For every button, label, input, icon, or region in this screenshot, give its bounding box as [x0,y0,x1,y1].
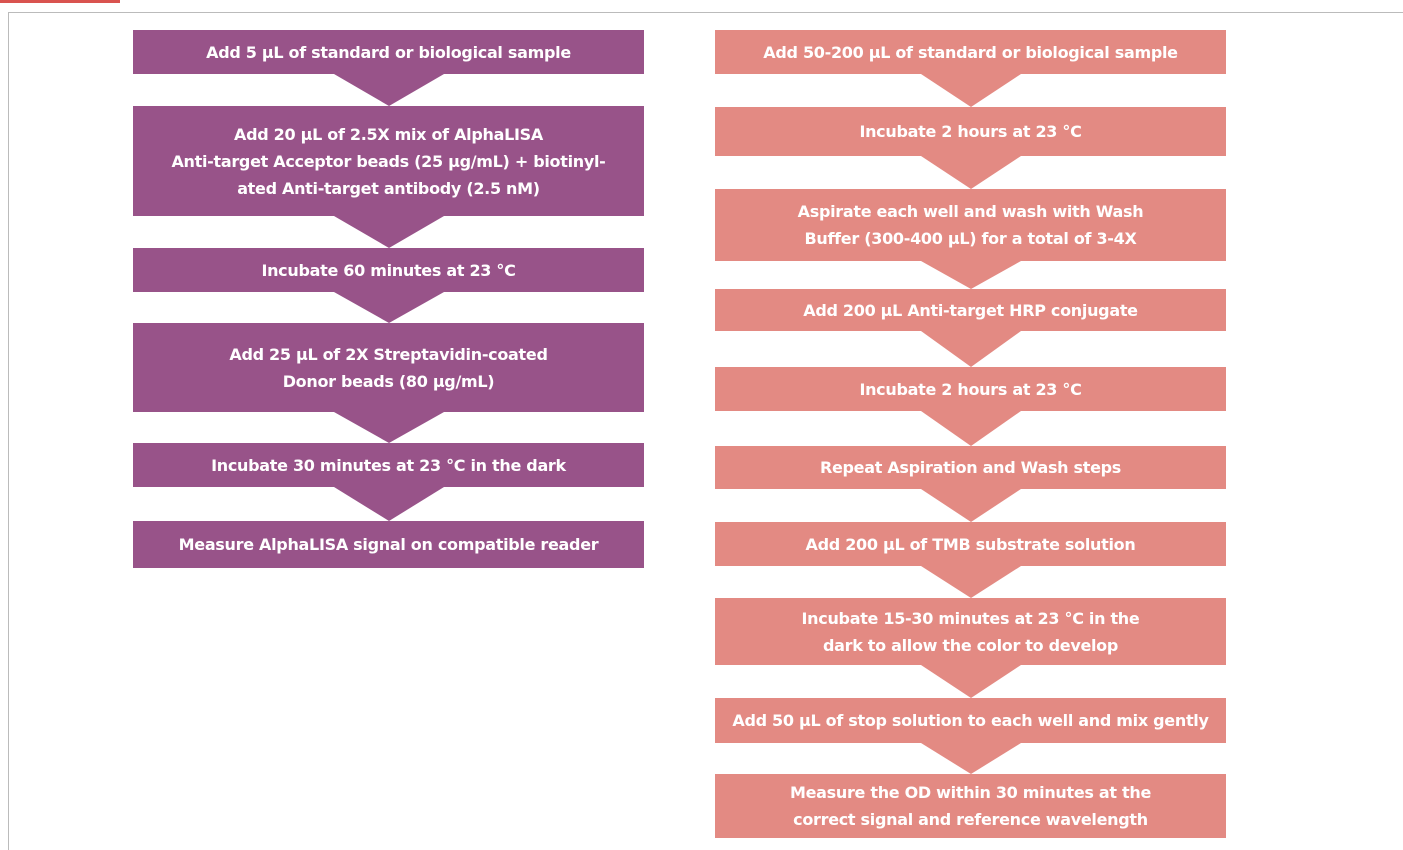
step-box: Add 20 µL of 2.5X mix of AlphaLISA Anti-t… [133,106,644,216]
step-text: Add 5 µL of standard or biological sampl… [206,42,571,62]
step-text: Incubate 2 hours at 23 °C [859,122,1082,141]
arrow [920,331,1021,367]
step-box: Add 25 µL of 2X Streptavidin-coated Donor… [133,323,644,412]
step-text: Incubate 15-30 minutes at 23 °C in the [801,608,1140,628]
step-text: Anti-target Acceptor beads (25 µg/mL) + … [171,151,606,171]
arrow-head [333,412,444,443]
arrow [920,156,1021,189]
arrow [920,743,1021,774]
step-box: Add 50-200 µL of standard or biological … [715,30,1226,74]
step-box: Incubate 2 hours at 23 °C [715,367,1226,411]
arrow-head [333,292,444,323]
step-box: Repeat Aspiration and Wash steps [715,446,1226,489]
step-text: ated Anti-target antibody (2.5 nM) [237,178,540,198]
step-box: Add 5 µL of standard or biological sampl… [133,30,644,74]
step-text: Add 200 µL Anti-target HRP conjugate [803,300,1138,320]
arrow [920,489,1021,522]
arrow [920,74,1021,107]
arrow-head [920,566,1021,598]
left-rule [8,12,9,850]
arrow [333,74,444,106]
arrow-head [333,487,444,521]
step-box: Measure AlphaLISA signal on compatible r… [133,521,644,568]
step-text: Donor beads (80 µg/mL) [282,371,495,391]
arrow [920,566,1021,598]
step-text: Aspirate each well and wash with Wash [797,202,1144,221]
arrow [333,487,444,521]
step-text: Add 50 µL of stop solution to each well … [732,711,1209,730]
step-text: correct signal and reference wavelength [793,810,1148,829]
step-box: Incubate 30 minutes at 23 °C in the dark [133,443,644,487]
arrow-head [920,156,1021,189]
arrow [920,665,1021,698]
step-text: Measure the OD within 30 minutes at the [789,783,1152,802]
arrow-head [333,74,444,106]
step-box: Incubate 60 minutes at 23 °C [133,248,644,292]
header-accent [0,0,120,3]
arrow-head [333,216,444,248]
arrow [333,292,444,323]
arrow-head [920,489,1021,522]
arrow-head [920,74,1021,107]
step-box: Add 200 µL of TMB substrate solution [715,522,1226,566]
step-text: Buffer (300-400 µL) for a total of 3-4X [804,229,1137,248]
arrow-head [920,331,1021,367]
step-text: Add 50-200 µL of standard or biological … [763,42,1178,62]
step-box: Aspirate each well and wash with Wash Buf… [715,189,1226,261]
arrow-head [920,261,1021,289]
step-box: Add 50 µL of stop solution to each well … [715,698,1226,743]
arrow [920,261,1021,289]
step-box: Measure the OD within 30 minutes at the c… [715,774,1226,838]
arrow-head [920,411,1021,446]
step-text: Incubate 2 hours at 23 °C [859,379,1082,399]
step-text: Add 200 µL of TMB substrate solution [805,534,1136,554]
step-text: Add 25 µL of 2X Streptavidin-coated [229,344,548,364]
arrow [920,411,1021,446]
step-text: Add 20 µL of 2.5X mix of AlphaLISA [234,124,543,144]
step-text: Incubate 30 minutes at 23 °C in the dark [211,455,566,475]
step-box: Incubate 15-30 minutes at 23 °C in the da… [715,598,1226,665]
arrow-head [920,743,1021,774]
step-box: Incubate 2 hours at 23 °C [715,107,1226,156]
top-rule [8,12,1403,13]
step-text: Measure AlphaLISA signal on compatible r… [178,535,599,554]
arrow [333,412,444,443]
arrow-head [920,665,1021,698]
arrow [333,216,444,248]
step-box: Add 200 µL Anti-target HRP conjugate [715,289,1226,331]
step-text: Repeat Aspiration and Wash steps [819,458,1122,477]
step-text: Incubate 60 minutes at 23 °C [261,260,516,280]
step-text: dark to allow the color to develop [822,635,1119,655]
